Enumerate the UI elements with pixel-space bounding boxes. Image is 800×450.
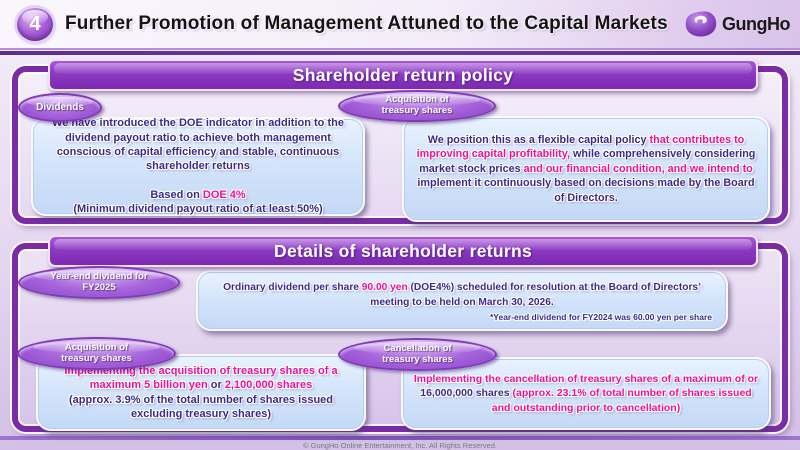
acquisition-badge-policy-label: Acquisition of treasury shares (381, 94, 453, 116)
footer-divider-bar (0, 436, 800, 440)
dividends-badge-label: Dividends (36, 101, 84, 113)
cancellation-details-text: Implementing the cancellation of treasur… (413, 373, 759, 414)
gungho-logo-text: GungHo (722, 13, 790, 34)
section-policy-banner: Shareholder return policy (48, 59, 758, 91)
acquisition-badge-policy: Acquisition of treasury shares (338, 90, 496, 122)
cancellation-badge-label: Cancellation of treasury shares (382, 342, 453, 365)
acquisition-badge-details: Acquisition of treasury shares (17, 337, 176, 370)
slide-number: 4 (29, 12, 41, 35)
capital-policy-box: We position this as a flexible capital p… (402, 116, 770, 222)
ordinary-dividend-text: Ordinary dividend per share 90.00 yen (D… (223, 282, 701, 308)
gungho-logo-icon (685, 11, 717, 37)
header-divider-thick (0, 51, 800, 55)
slide-number-badge: 4 (17, 7, 53, 41)
cancellation-details-box: Implementing the cancellation of treasur… (401, 357, 771, 430)
acquisition-details-text: Implementing the acquisition of treasury… (64, 364, 338, 420)
acquisition-badge-details-label: Acquisition of treasury shares (61, 341, 132, 364)
capital-policy-text: We position this as a flexible capital p… (416, 133, 756, 204)
doe-policy-box: We have introduced the DOE indicator in … (31, 117, 365, 216)
copyright-text: © GungHo Online Entertainment, Inc. All … (303, 441, 497, 450)
section-details-banner-label: Details of shareholder returns (274, 240, 532, 261)
gungho-logo: GungHo (683, 9, 790, 39)
doe-policy-text: We have introduced the DOE indicator in … (52, 117, 344, 216)
section-details-banner: Details of shareholder returns (48, 235, 758, 267)
dividend-footnote: *Year-end dividend for FY2024 was 60.00 … (489, 312, 712, 323)
section-policy-banner-label: Shareholder return policy (292, 64, 514, 85)
page-title: Further Promotion of Management Attuned … (65, 13, 668, 34)
year-end-dividend-badge-label: Year-end dividend for FY2025 (50, 270, 148, 293)
ordinary-dividend-box: Ordinary dividend per share 90.00 yen (D… (196, 270, 728, 331)
dividends-badge: Dividends (18, 93, 102, 122)
slide-header: 4 Further Promotion of Management Attune… (0, 0, 800, 48)
cancellation-badge: Cancellation of treasury shares (338, 338, 497, 371)
header-divider-thin (0, 48, 800, 50)
year-end-dividend-badge: Year-end dividend for FY2025 (18, 266, 180, 299)
